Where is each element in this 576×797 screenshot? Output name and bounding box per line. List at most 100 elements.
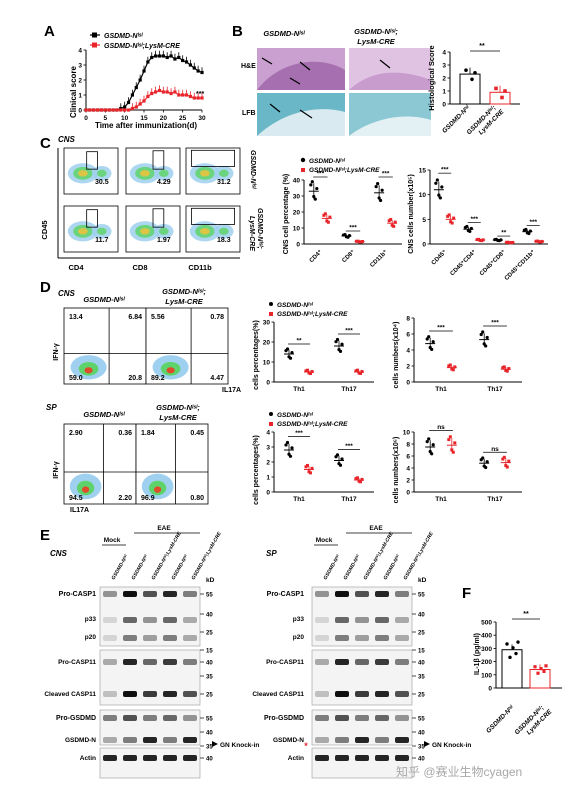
dsp-sig: *** [345, 443, 353, 450]
e-cns-marker: 55 [206, 717, 213, 723]
e-sp-band [335, 755, 349, 761]
e-cns-marker: 25 [206, 693, 213, 699]
c-side-wt: GSDMD-Nˡˢˡ [249, 150, 256, 189]
dsp-point [285, 440, 290, 445]
e-cns-row-label: Pro-CASP1 [59, 591, 96, 598]
a-point [169, 54, 173, 58]
d-cns-q-ko-q1: 5.56 [151, 314, 165, 321]
e-sp-band [315, 617, 329, 623]
a-point [123, 108, 127, 112]
legend-c-ko: GSDMD-Nˡˢˡ;LysM-CRE [309, 167, 380, 174]
dcn-point [430, 347, 434, 351]
legend-a: GSDMD-Nˡˢˡ GSDMD-Nˡˢˡ;LysM-CRE [90, 32, 180, 50]
c1-cat: CD4⁺ [308, 248, 324, 264]
c2-point [536, 239, 540, 243]
dsp-ytick-label: 4 [266, 430, 270, 437]
c2-point [447, 213, 451, 217]
dcp-point [360, 370, 364, 373]
dsn-point [450, 448, 454, 452]
dcn-ytick-label: 0 [406, 380, 410, 387]
c-side-ko: GSDMD-Nˡˢˡ; [256, 208, 263, 249]
c2-ytick-label: 0 [422, 242, 426, 249]
c2-point [509, 241, 513, 245]
dcp-ytick-label: 20 [263, 340, 271, 347]
e-sp-band [375, 737, 389, 743]
dsn-cat: Th17 [487, 496, 503, 503]
c2-point [528, 229, 532, 233]
panel-letter-a: A [44, 23, 55, 40]
a-point [146, 94, 150, 99]
c1-point [393, 220, 397, 224]
x-axis-label-a: Time after immunization(d) [95, 121, 197, 130]
a-point [181, 58, 185, 63]
c1-point [312, 194, 316, 199]
e-cns-band [143, 755, 157, 761]
a-point [192, 96, 196, 100]
e-cns-marker: 35 [206, 745, 213, 751]
f-ytick-label: 300 [481, 646, 492, 653]
e-sp-band [375, 691, 389, 697]
d-cns-q-wt-q1: 13.4 [69, 314, 83, 321]
a-point [192, 66, 196, 70]
a-point [169, 91, 173, 96]
f-bar-1 [529, 669, 551, 689]
dcp-point [310, 370, 314, 373]
dsp-point [356, 476, 359, 480]
c-facs-1-2-pct: 18.3 [217, 237, 231, 244]
e-sp-marker: 55 [418, 593, 425, 599]
d-cns-q-wt-density [84, 367, 93, 374]
c2-point [480, 239, 484, 243]
dcn-point [425, 337, 429, 341]
a-point [165, 90, 169, 94]
b-ytick-label: 1 [442, 89, 446, 96]
c1-point [374, 185, 378, 189]
e-cns-row-label: p20 [85, 634, 97, 641]
d-cns-q-ko-q4: 4.47 [210, 375, 224, 382]
f-point [533, 665, 537, 669]
e-cns-band [163, 737, 177, 743]
e-cns-band [143, 617, 157, 623]
c1-ytick-label: 0 [296, 242, 300, 249]
f-xlabel-wt: GSDMD-Nˡˢˡ [485, 704, 516, 735]
dsp-ytick-label: 0 [266, 490, 270, 497]
a-point [157, 54, 162, 58]
c-facs-0-0-pct: 30.5 [95, 179, 109, 186]
dcn-point [431, 340, 435, 344]
e-sp-marker: 35 [418, 745, 425, 751]
f-ytick-label: 100 [481, 672, 492, 679]
a-point [123, 105, 127, 109]
dsn-point [428, 449, 432, 454]
chart-c1: 0 10 20 30 40 CD4⁺ *** CD8⁺ *** CD11b⁺ *** [293, 171, 402, 269]
c2-point [494, 237, 498, 241]
e-cns-band [103, 591, 117, 597]
e-sp-band [315, 659, 329, 665]
chart-a: 0 1 2 3 4 0 5 10 15 20 25 30 [78, 48, 206, 123]
f-point [508, 655, 512, 660]
dsp-point [288, 454, 293, 458]
c1-ytick-label: 30 [293, 194, 301, 201]
e-sp-marker: 25 [418, 693, 425, 699]
b-bar-0 [459, 73, 481, 105]
c2-point [452, 216, 456, 220]
he-image-wt [257, 48, 345, 90]
c2-point [450, 221, 454, 225]
c-facs-plots: 30.5 4.29 31.2 11.7 1.97 18.3 [63, 147, 241, 253]
e-cns-band [163, 715, 177, 721]
b-ytick-label: 2 [442, 76, 446, 83]
panel-letter-d: D [40, 279, 51, 296]
c2-ytick-label: 15 [419, 168, 427, 175]
chart-c2: 0 5 10 15 CD45⁺ *** CD45⁺CD4⁺ *** CD45⁺CD8⁺ ** CD4… [419, 167, 548, 282]
e-cns-kd: kD [206, 577, 215, 584]
c1-point [376, 181, 380, 186]
e-sp-marker: 40 [418, 661, 425, 667]
c2-point [469, 226, 473, 231]
dsn-point [507, 459, 511, 463]
c-facs-0-2-density [200, 170, 210, 177]
e-cns-mock: Mock [104, 537, 121, 544]
dsn-ytick-label: 4 [406, 466, 410, 473]
dsp-point [359, 480, 362, 484]
chart-b: 0 1 2 3 4 [442, 50, 520, 109]
a-xtick-label: 15 [140, 115, 148, 122]
a-ytick-label: 4 [78, 48, 82, 55]
e-cns-row-label: Pro-GSDMD [56, 715, 96, 722]
